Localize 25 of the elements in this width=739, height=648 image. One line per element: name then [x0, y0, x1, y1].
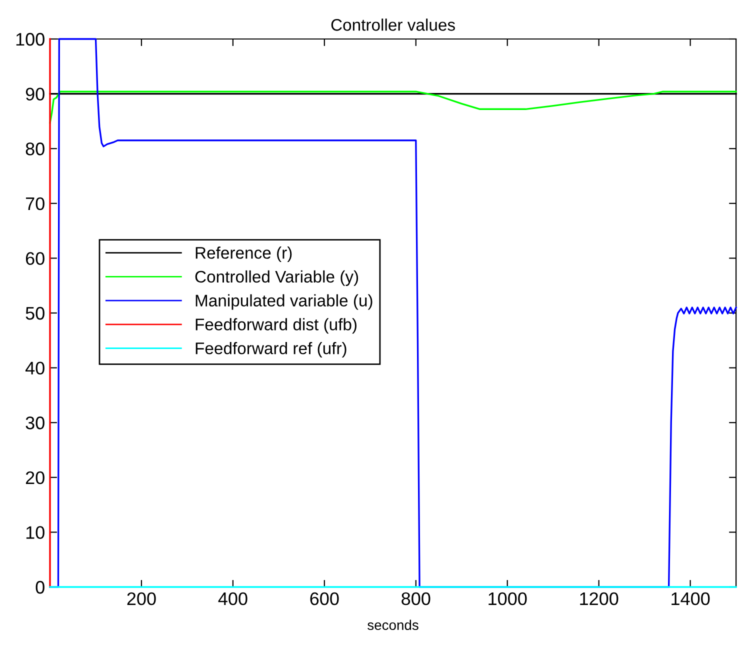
y-tick-label: 10 — [26, 526, 44, 539]
y-tick-label: 40 — [25, 362, 44, 375]
x-tick-label: 800 — [402, 592, 430, 606]
x-tick-label: 1200 — [580, 592, 618, 606]
legend-label: Manipulated variable (u) — [196, 294, 372, 310]
legend-label: Controlled Variable (y) — [195, 270, 358, 286]
x-axis-title: seconds — [368, 620, 418, 630]
chart-title: Controller values — [331, 18, 455, 31]
y-tick-label: 60 — [26, 252, 44, 265]
y-tick-label: 90 — [26, 88, 44, 101]
x-tick-label: 1000 — [488, 592, 527, 606]
legend-label: Feedforward ref (ufr) — [196, 342, 346, 358]
x-tick-label: 200 — [127, 592, 156, 606]
y-tick-label: 70 — [26, 197, 44, 210]
x-tick-label: 1400 — [672, 592, 710, 606]
y-tick-label: 100 — [16, 32, 44, 46]
legend-label: Feedforward dist (ufb) — [196, 318, 356, 334]
y-tick-label: 50 — [26, 306, 44, 320]
y-tick-label: 0 — [36, 580, 44, 594]
y-tick-label: 30 — [26, 416, 44, 430]
y-tick-label: 80 — [26, 142, 44, 156]
x-tick-label: 600 — [310, 592, 339, 606]
x-tick-label: 400 — [218, 592, 248, 606]
y-tick-label: 20 — [26, 471, 44, 484]
legend-label: Reference (r) — [196, 246, 292, 262]
